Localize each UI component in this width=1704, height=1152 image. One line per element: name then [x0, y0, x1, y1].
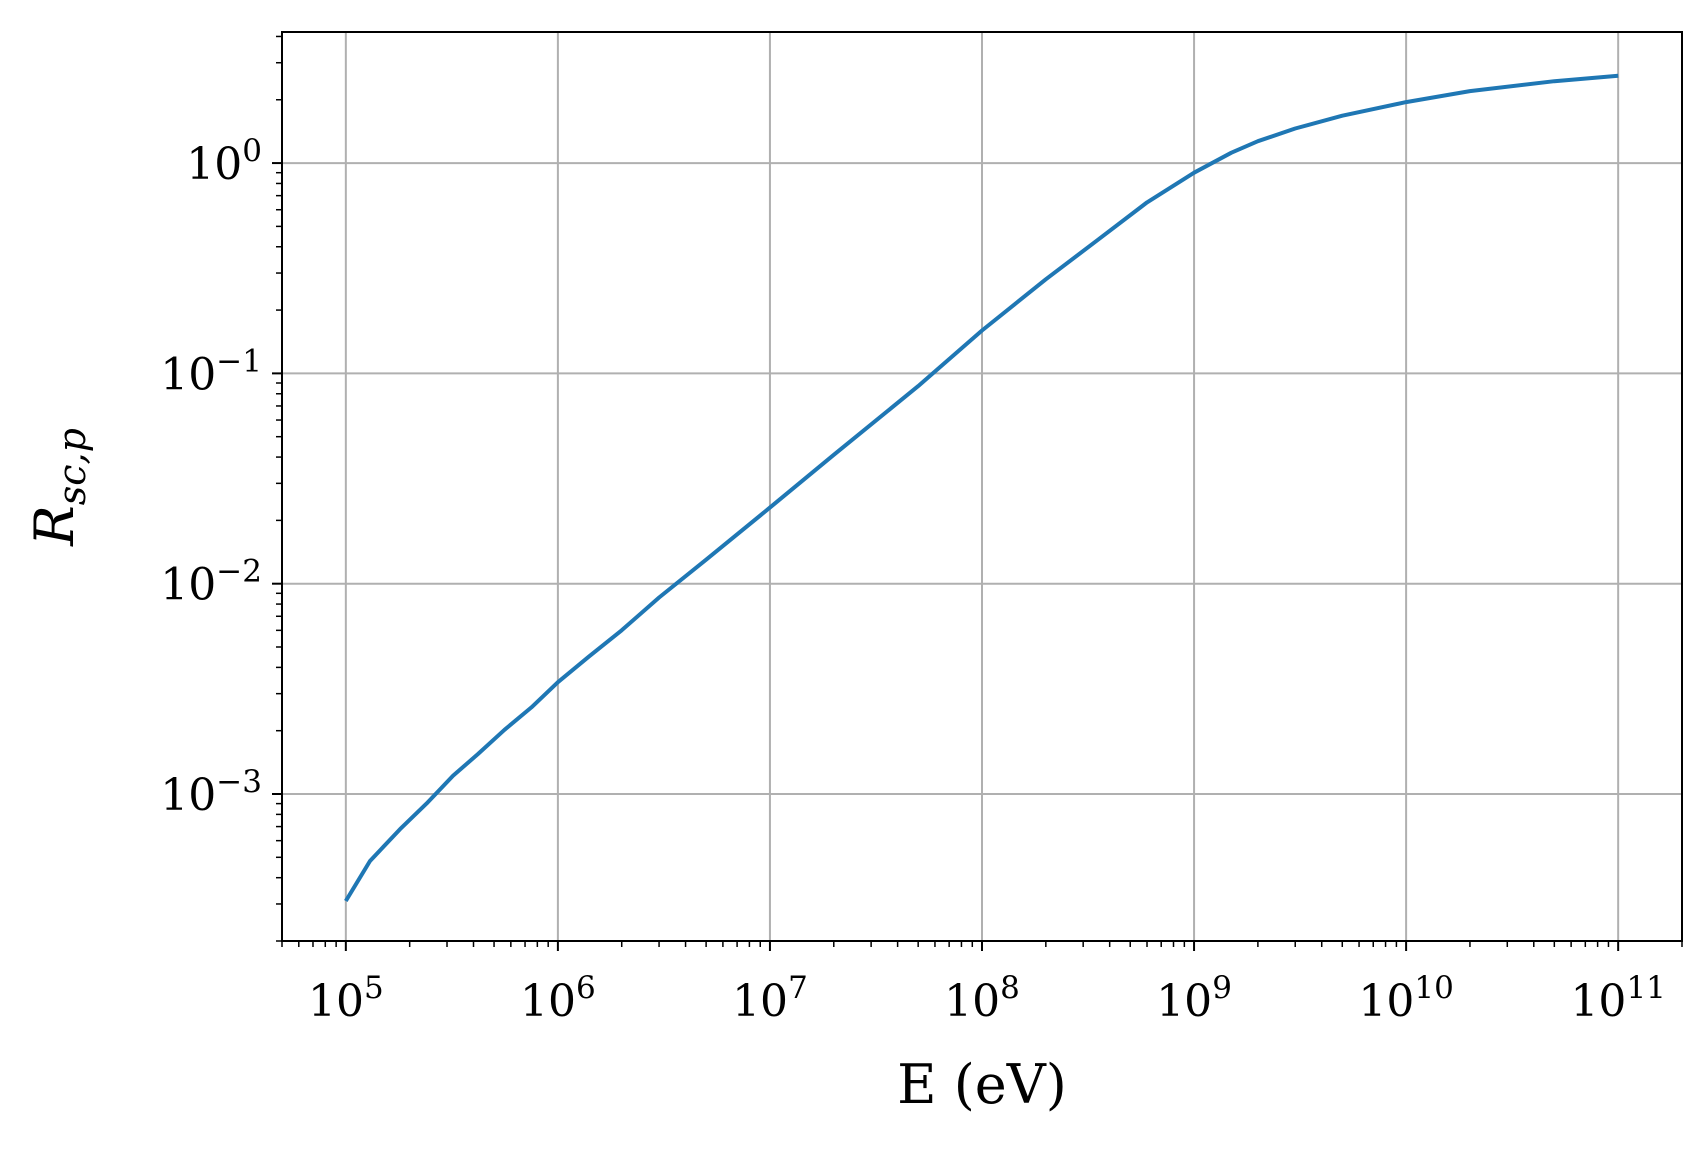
y-tick-label-exponent: 0: [242, 133, 262, 169]
x-tick-label-exponent: 7: [788, 970, 808, 1006]
x-axis-label: E (eV): [897, 1053, 1067, 1116]
x-tick-label-base: 10: [1570, 976, 1626, 1027]
y-tick-label-base: 10: [160, 560, 216, 611]
x-tick-label-exponent: 9: [1212, 970, 1232, 1006]
y-axis-label: Rsc,p: [23, 428, 94, 547]
x-tick-label-base: 10: [1156, 976, 1212, 1027]
x-tick-label-exponent: 6: [576, 970, 596, 1006]
y-tick-label: 10−3: [160, 764, 262, 821]
minor-tick-layer: [276, 35, 1683, 947]
x-tick-label-base: 10: [732, 976, 788, 1027]
series-layer: [344, 73, 1619, 903]
x-tick-label: 105: [308, 970, 384, 1027]
x-tick-label-base: 10: [944, 976, 1000, 1027]
x-tick-label: 1010: [1358, 970, 1453, 1027]
x-tick-label-layer: 105 106 107 108 109 1010 1011: [308, 970, 1666, 1027]
grid-layer: [282, 32, 1682, 941]
x-tick-label-exponent: 10: [1414, 970, 1453, 1006]
x-tick-label-base: 10: [520, 976, 576, 1027]
y-tick-label-exponent: −2: [216, 554, 262, 590]
x-tick-label-base: 10: [1358, 976, 1414, 1027]
y-tick-label-base: 10: [160, 349, 216, 400]
y-axis-label-base: R: [23, 505, 86, 547]
x-tick-label-exponent: 8: [1000, 970, 1020, 1006]
x-tick-label-exponent: 5: [364, 970, 384, 1006]
x-tick-label: 106: [520, 970, 596, 1027]
major-tick-layer: [272, 162, 1620, 951]
x-tick-label: 107: [732, 970, 808, 1027]
y-tick-label-base: 10: [160, 770, 216, 821]
series-line: [344, 73, 1619, 903]
plot-frame: [281, 31, 1683, 942]
x-tick-label-exponent: 11: [1626, 970, 1665, 1006]
y-tick-label-exponent: −1: [216, 343, 262, 379]
x-tick-label: 1011: [1570, 970, 1665, 1027]
y-axis-label-subscript: sc,p: [50, 428, 94, 505]
y-tick-label: 100: [186, 133, 262, 190]
x-tick-label: 109: [1156, 970, 1232, 1027]
y-tick-label-base: 10: [186, 139, 242, 190]
x-tick-label-base: 10: [308, 976, 364, 1027]
y-tick-label: 10−2: [160, 554, 262, 611]
y-tick-label: 10−1: [160, 343, 262, 400]
x-tick-label: 108: [944, 970, 1020, 1027]
y-tick-label-exponent: −3: [216, 764, 262, 800]
